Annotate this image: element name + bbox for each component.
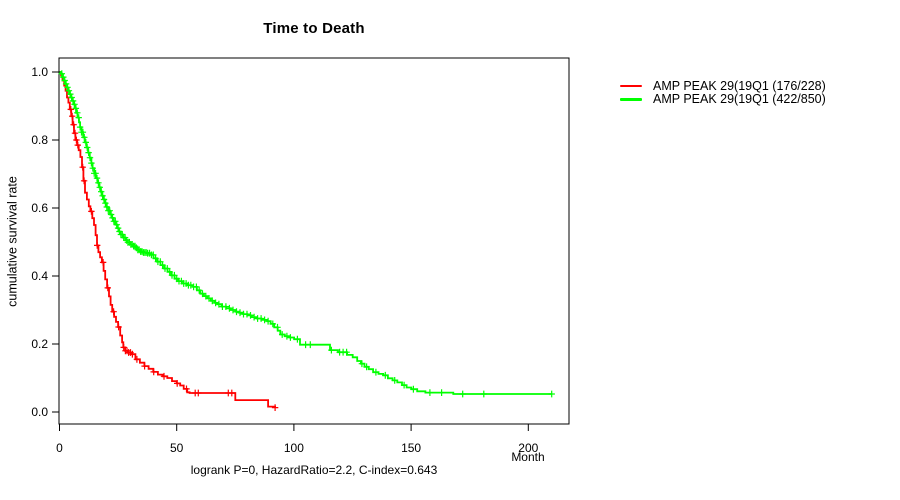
x-axis-title: Month [511,450,545,464]
legend-label: AMP PEAK 29(19Q1 (422/850) [653,92,826,107]
x-tick-label: 100 [283,441,304,455]
plot-title: Time to Death [263,20,365,37]
legend-line-swatch [620,84,642,87]
legend: AMP PEAK 29(19Q1 (176/228) AMP PEAK 29(19… [620,79,826,106]
y-tick-label: 0.6 [31,201,48,215]
censor-marks-green [58,70,555,398]
legend-item: AMP PEAK 29(19Q1 (422/850) [620,92,826,107]
y-tick-label: 1.0 [31,65,48,79]
y-tick-label: 0.2 [31,337,48,351]
legend-line-swatch [620,98,642,101]
x-tick-label: 0 [56,441,63,455]
survival-curve-red [59,71,276,408]
x-tick-label: 50 [170,441,184,455]
plot-box [58,57,570,425]
x-tick-label: 200 [518,441,539,455]
legend-item: AMP PEAK 29(19Q1 (176/228) [620,79,826,93]
legend-label: AMP PEAK 29(19Q1 (176/228) [653,78,826,93]
y-axis-title: cumulative survival rate [5,176,20,307]
y-tick-label: 0.8 [31,133,48,147]
censor-marks-red [67,106,279,411]
y-tick-label: 0.0 [31,405,48,419]
x-tick-label: 150 [401,441,422,455]
y-tick-label: 0.4 [31,269,48,283]
stats-caption: logrank P=0, HazardRatio=2.2, C-index=0.… [190,463,438,477]
